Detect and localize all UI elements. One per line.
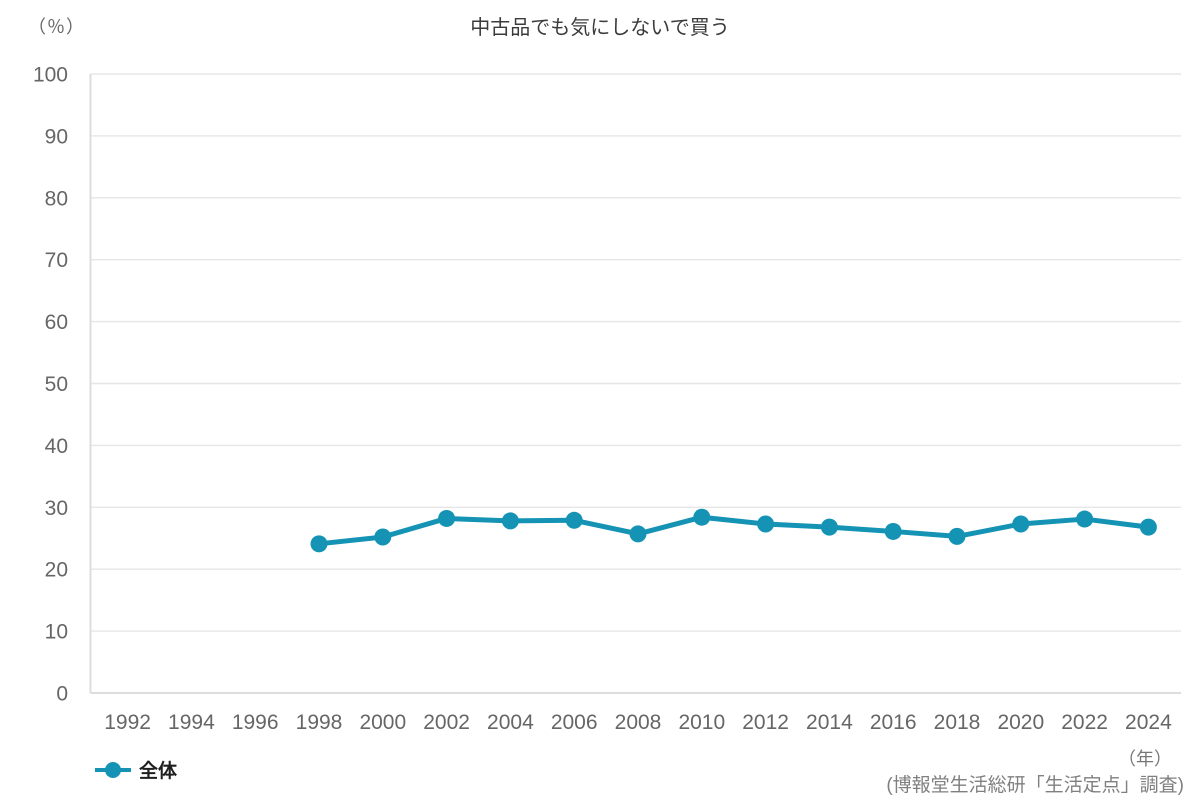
y-tick-label: 20 bbox=[45, 559, 68, 582]
x-tick-label: 2006 bbox=[551, 711, 598, 734]
x-tick-label: 1992 bbox=[104, 711, 151, 734]
x-tick-label: 2000 bbox=[359, 711, 406, 734]
data-point bbox=[884, 522, 902, 540]
data-point bbox=[565, 511, 583, 529]
data-point bbox=[1012, 515, 1030, 533]
x-tick-label: 2018 bbox=[934, 711, 981, 734]
x-tick-label: 1998 bbox=[296, 711, 343, 734]
y-tick-label: 90 bbox=[45, 125, 68, 148]
legend-line-marker-icon bbox=[95, 761, 131, 778]
chart-title: 中古品でも気にしないで買う bbox=[470, 17, 730, 39]
x-tick-label: 2022 bbox=[1061, 711, 1108, 734]
data-point bbox=[438, 509, 456, 527]
data-point bbox=[1076, 510, 1094, 528]
x-tick-label: 2008 bbox=[615, 711, 662, 734]
y-tick-label: 10 bbox=[45, 621, 68, 644]
y-tick-label: 70 bbox=[45, 249, 68, 272]
data-point bbox=[1139, 518, 1157, 536]
series-line bbox=[318, 514, 1149, 547]
source-note: (博報堂生活総研「生活定点」調査) bbox=[886, 775, 1184, 796]
x-tick-label: 2024 bbox=[1125, 711, 1172, 734]
x-tick-label: 2010 bbox=[678, 711, 725, 734]
data-point bbox=[310, 535, 328, 553]
data-point bbox=[693, 508, 711, 526]
data-point bbox=[629, 525, 647, 543]
data-point bbox=[820, 518, 838, 536]
y-axis-unit-label: （％） bbox=[28, 17, 85, 37]
x-tick-label: 2016 bbox=[870, 711, 917, 734]
x-tick-label: 2012 bbox=[742, 711, 789, 734]
x-axis-unit-label: （年） bbox=[1118, 749, 1172, 769]
y-tick-label: 50 bbox=[45, 373, 68, 396]
legend-label: 全体 bbox=[139, 761, 178, 782]
data-point bbox=[501, 512, 519, 530]
x-tick-label: 1994 bbox=[168, 711, 215, 734]
x-tick-label: 2004 bbox=[487, 711, 534, 734]
y-tick-label: 60 bbox=[45, 311, 68, 334]
data-point bbox=[948, 527, 966, 545]
y-tick-label: 30 bbox=[45, 497, 68, 520]
x-tick-label: 1996 bbox=[232, 711, 279, 734]
legend: 全体 bbox=[94, 756, 177, 783]
x-tick-label: 2014 bbox=[806, 711, 853, 734]
y-tick-label: 80 bbox=[45, 187, 68, 210]
y-tick-label: 0 bbox=[56, 683, 68, 706]
x-tick-label: 2002 bbox=[423, 711, 470, 734]
y-tick-label: 40 bbox=[45, 435, 68, 458]
x-tick-label: 2020 bbox=[997, 711, 1044, 734]
data-point bbox=[374, 528, 392, 546]
data-point bbox=[757, 515, 775, 533]
y-tick-label: 100 bbox=[33, 64, 68, 87]
